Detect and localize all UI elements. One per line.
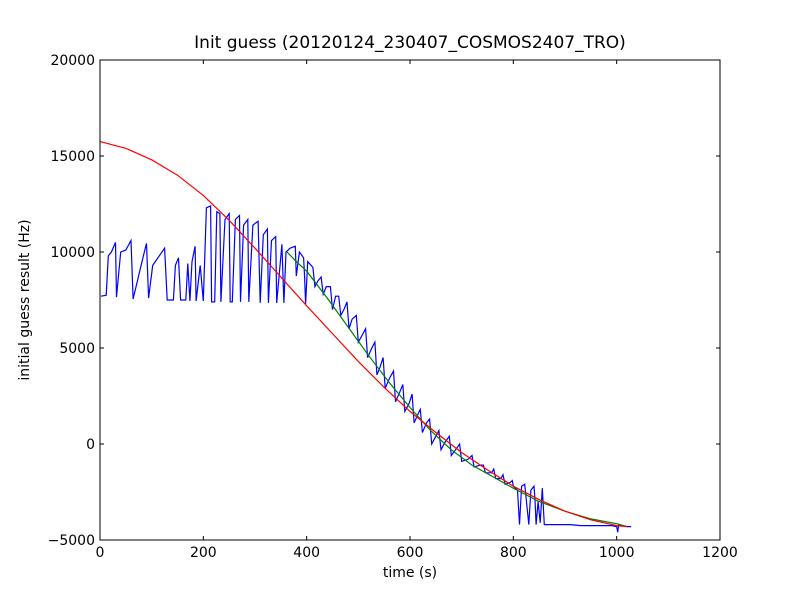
x-tick-label: 0 (96, 545, 105, 561)
x-tick-label: 1000 (599, 545, 635, 561)
x-tick-label: 800 (500, 545, 527, 561)
y-tick-label: 5000 (59, 341, 95, 357)
y-axis-label: initial guess result (Hz) (17, 219, 33, 380)
y-tick-label: 20000 (50, 53, 95, 69)
y-tick-label: 15000 (50, 149, 95, 165)
series-line-2 (99, 141, 628, 528)
x-tick-label: 200 (190, 545, 217, 561)
x-axis: 0 200 400 600 800 1000 1200 (96, 60, 738, 561)
x-tick-label: 1200 (702, 545, 738, 561)
y-tick-label: 10000 (50, 245, 95, 261)
series-layer (99, 141, 632, 533)
series-line-0 (100, 204, 632, 533)
y-tick-label: −5000 (48, 533, 95, 549)
x-tick-label: 400 (293, 545, 320, 561)
y-tick-label: 0 (86, 437, 95, 453)
x-axis-label: time (s) (383, 565, 437, 581)
x-tick-label: 600 (397, 545, 424, 561)
y-axis: −5000 0 5000 10000 15000 20000 (48, 53, 720, 549)
chart-title: Init guess (20120124_230407_COSMOS2407_T… (194, 33, 626, 53)
